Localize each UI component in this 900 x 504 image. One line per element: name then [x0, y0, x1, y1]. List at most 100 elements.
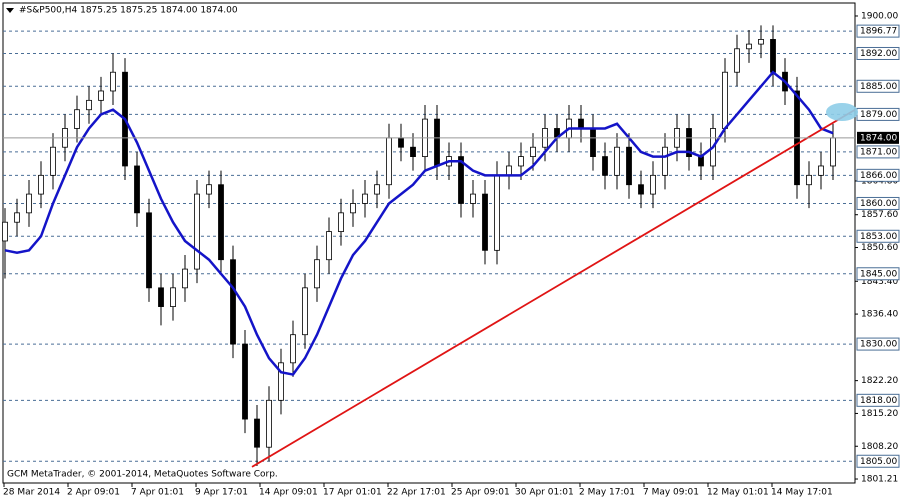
- candle-body: [266, 399, 272, 448]
- level-label: 1879.00: [860, 110, 897, 120]
- level-label: 1845.00: [860, 269, 897, 279]
- x-tick-label: 2 Apr 09:01: [67, 488, 120, 498]
- plot-frame: [2, 2, 856, 484]
- level-label: 1885.00: [860, 82, 897, 92]
- candle-body: [722, 71, 728, 129]
- x-tick-label: 9 Apr 17:01: [195, 488, 248, 498]
- candle-body: [86, 99, 92, 111]
- candle-body: [818, 165, 824, 176]
- level-label: 1871.00: [860, 147, 897, 157]
- candle-body: [578, 118, 584, 129]
- y-tick-label: 1808.20: [861, 442, 898, 452]
- candle-body: [650, 174, 656, 195]
- candle-body: [146, 212, 152, 289]
- level-label: 1853.00: [860, 232, 897, 242]
- candle-body: [254, 418, 260, 448]
- menu-arrow: [6, 8, 14, 13]
- candle-body: [110, 71, 116, 92]
- x-tick-label: 7 May 09:01: [643, 488, 699, 498]
- candle-body: [518, 156, 524, 167]
- level-label: 1818.00: [860, 396, 897, 406]
- y-tick-label: 1857.60: [861, 210, 898, 220]
- x-tick-label: 14 Apr 09:01: [259, 488, 318, 498]
- candle-body: [734, 48, 740, 73]
- candle-body: [362, 193, 368, 204]
- candle-body: [182, 268, 188, 289]
- candle-body: [626, 146, 632, 186]
- candle-body: [314, 259, 320, 289]
- level-box: [856, 24, 900, 38]
- level-label: 1896.77: [860, 27, 897, 37]
- footer: GCM MetaTrader, © 2001-2014, MetaQuotes …: [7, 470, 278, 480]
- candle-body: [398, 137, 404, 148]
- candle-body: [338, 212, 344, 232]
- candle-body: [74, 109, 80, 129]
- y-tick-label: 1815.20: [861, 409, 898, 419]
- candle-body: [14, 212, 20, 223]
- candle-body: [410, 146, 416, 157]
- level-box: [856, 145, 900, 159]
- level-label: 1830.00: [860, 340, 897, 350]
- candle-body: [806, 174, 812, 186]
- x-tick-label: 25 Apr 09:01: [451, 488, 510, 498]
- current-price-label: 1874.00: [860, 133, 897, 143]
- x-tick-label: 2 May 17:01: [579, 488, 635, 498]
- candle-body: [482, 193, 488, 251]
- candle-body: [50, 146, 56, 176]
- level-label: 1860.00: [860, 199, 897, 209]
- level-box: [856, 79, 900, 93]
- level-label: 1892.00: [860, 49, 897, 59]
- y-tick-label: 1900.00: [861, 11, 898, 21]
- candle-body: [230, 259, 236, 345]
- layer: 1900.001864.801857.601850.601843.401836.…: [2, 11, 900, 498]
- level-label: 1866.00: [860, 171, 897, 181]
- level-label: 1805.00: [860, 457, 897, 467]
- candle-body: [746, 43, 752, 50]
- level-box: [856, 454, 900, 468]
- candle-body: [494, 174, 500, 251]
- candle-body: [290, 334, 296, 364]
- level-box: [856, 393, 900, 407]
- moving-average: [4, 70, 834, 376]
- candle-body: [206, 184, 212, 195]
- y-tick-label: 1836.40: [861, 310, 898, 320]
- current-price-box: [857, 131, 899, 144]
- candle-body: [770, 39, 776, 73]
- candle-body: [302, 287, 308, 336]
- trendline: [251, 108, 856, 468]
- x-tick-label: 17 Apr 01:01: [323, 488, 382, 498]
- candle-body: [590, 128, 596, 157]
- candle-body: [134, 165, 140, 214]
- level-box: [856, 196, 900, 210]
- candle-body: [638, 184, 644, 195]
- candle-body: [2, 221, 8, 242]
- candle-body: [38, 174, 44, 195]
- candle-body: [614, 146, 620, 176]
- y-tick-label: 1801.21: [861, 475, 898, 485]
- candle-body: [26, 193, 32, 214]
- candle-body: [218, 184, 224, 261]
- candle-body: [326, 231, 332, 261]
- highlight-blob: [826, 103, 858, 121]
- x-tick-label: 30 Apr 01:01: [515, 488, 574, 498]
- candle-body: [506, 165, 512, 176]
- candle-body: [158, 287, 164, 307]
- x-tick-label: 12 May 01:01: [707, 488, 769, 498]
- level-box: [856, 229, 900, 243]
- level-box: [856, 46, 900, 60]
- header: #S&P500,H4 1875.25 1875.25 1874.00 1874.…: [19, 6, 238, 16]
- candle-body: [698, 156, 704, 167]
- y-tick-label: 1843.40: [861, 277, 898, 287]
- x-tick-label: 14 May 17:01: [771, 488, 833, 498]
- x-tick-label: 22 Apr 17:01: [387, 488, 446, 498]
- level-box: [856, 267, 900, 281]
- candle-body: [278, 362, 284, 401]
- candle-body: [170, 287, 176, 307]
- x-tick-label: 7 Apr 01:01: [131, 488, 184, 498]
- level-box: [856, 168, 900, 182]
- candle-body: [830, 137, 836, 167]
- candle-body: [470, 193, 476, 204]
